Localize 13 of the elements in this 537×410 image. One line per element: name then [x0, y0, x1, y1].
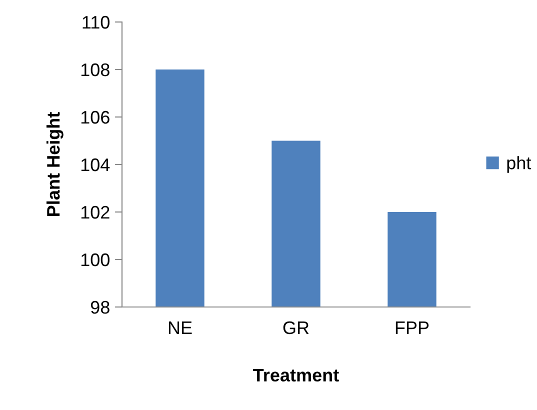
legend-label: pht — [507, 156, 532, 173]
x-tick-label: GR — [283, 321, 309, 334]
y-axis-title: Plant Height — [46, 112, 64, 216]
y-tick-label: 106 — [81, 110, 110, 124]
y-tick-label: 110 — [82, 16, 110, 29]
y-tick-label: 100 — [81, 253, 110, 266]
y-tick-label: 104 — [81, 158, 110, 172]
x-tick-label: NE — [168, 322, 192, 334]
y-tick-label: 108 — [81, 63, 110, 76]
x-axis-title: Treatment — [253, 368, 339, 382]
y-tick-label: 102 — [81, 206, 110, 219]
y-tick-label: 98 — [90, 300, 110, 314]
x-tick-label: FPP — [396, 322, 429, 334]
